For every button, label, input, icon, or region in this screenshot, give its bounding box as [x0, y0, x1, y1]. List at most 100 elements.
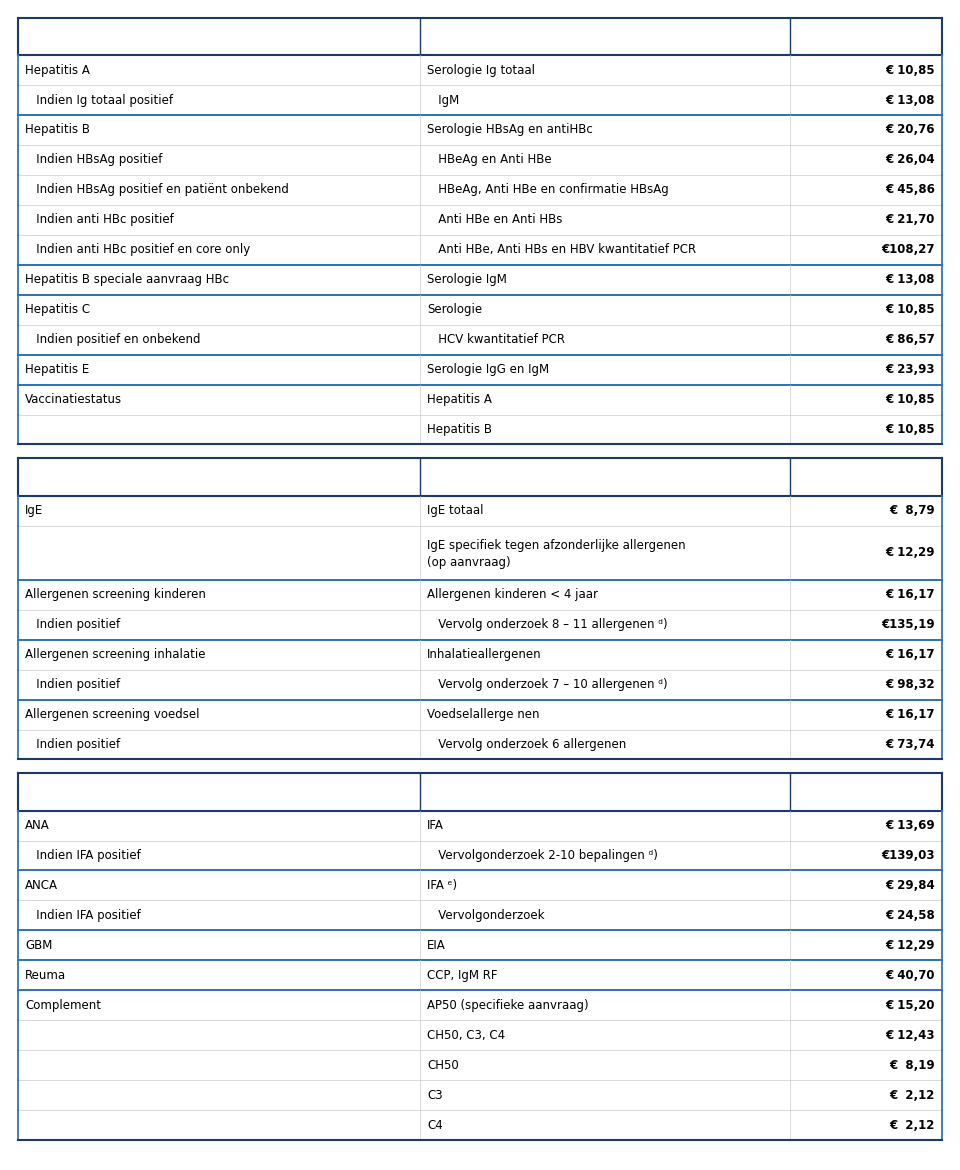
Text: IgE totaal: IgE totaal: [427, 504, 484, 517]
Text: Serologie: Serologie: [427, 303, 482, 316]
Text: €135,19: €135,19: [881, 618, 935, 631]
Text: IgM: IgM: [427, 94, 459, 106]
Text: Hepatitis C: Hepatitis C: [25, 303, 90, 316]
Text: € 98,32: € 98,32: [885, 679, 935, 691]
Text: Serologie IgG en IgM: Serologie IgG en IgM: [427, 363, 549, 376]
Text: Tarief: Tarief: [797, 470, 839, 483]
Text: Indien Ig totaal positief: Indien Ig totaal positief: [25, 94, 173, 106]
Text: Indien HBsAg positief en patiënt onbekend: Indien HBsAg positief en patiënt onbeken…: [25, 184, 289, 197]
Text: Indien anti HBc positief en core only: Indien anti HBc positief en core only: [25, 243, 251, 256]
Text: IFA: IFA: [427, 819, 444, 832]
Text: Tarief: Tarief: [797, 785, 839, 798]
Text: CH50, C3, C4: CH50, C3, C4: [427, 1028, 505, 1041]
Text: €  8,19: € 8,19: [889, 1059, 935, 1072]
Text: € 10,85: € 10,85: [885, 63, 935, 76]
Text: Vervolgonderzoek: Vervolgonderzoek: [427, 909, 544, 922]
Text: Indien HBsAg positief: Indien HBsAg positief: [25, 153, 162, 166]
Text: € 12,29: € 12,29: [885, 938, 935, 952]
Text: (op aanvraag): (op aanvraag): [427, 556, 511, 569]
Text: Anti HBe, Anti HBs en HBV kwantitatief PCR: Anti HBe, Anti HBs en HBV kwantitatief P…: [427, 243, 696, 256]
Text: Allergenen screening voedsel: Allergenen screening voedsel: [25, 708, 200, 721]
Text: Hepatitis A: Hepatitis A: [427, 393, 492, 406]
Text: Hepatitis A: Hepatitis A: [25, 63, 90, 76]
Text: CH50: CH50: [427, 1059, 459, 1072]
Text: Immunologie: Immunologie: [25, 785, 123, 798]
Text: ANCA: ANCA: [25, 879, 58, 892]
Text: C3: C3: [427, 1088, 443, 1102]
Text: € 21,70: € 21,70: [886, 213, 935, 226]
Text: Complement: Complement: [25, 999, 101, 1012]
Text: GBM: GBM: [25, 938, 53, 952]
Text: Inhalatieallergenen: Inhalatieallergenen: [427, 648, 541, 661]
Text: HBeAg, Anti HBe en confirmatie HBsAg: HBeAg, Anti HBe en confirmatie HBsAg: [427, 184, 669, 197]
Text: Vervolg onderzoek 8 – 11 allergenen ᵈ): Vervolg onderzoek 8 – 11 allergenen ᵈ): [427, 618, 667, 631]
Text: € 23,93: € 23,93: [885, 363, 935, 376]
Text: € 16,17: € 16,17: [885, 648, 935, 661]
Text: Onderzoek per onderdeel: Onderzoek per onderdeel: [427, 470, 618, 483]
Text: Serologie HBsAg en antiHBc: Serologie HBsAg en antiHBc: [427, 124, 592, 137]
Text: EIA: EIA: [427, 938, 445, 952]
Text: Voedselallerge nen: Voedselallerge nen: [427, 708, 540, 721]
Text: HCV kwantitatief PCR: HCV kwantitatief PCR: [427, 333, 564, 346]
Text: € 26,04: € 26,04: [885, 153, 935, 166]
Text: IFA ᵉ): IFA ᵉ): [427, 879, 457, 892]
Text: €  8,79: € 8,79: [889, 504, 935, 517]
Text: €108,27: €108,27: [881, 243, 935, 256]
Text: Indien positief: Indien positief: [25, 679, 120, 691]
Text: Vervolgonderzoek 2-10 bepalingen ᵈ): Vervolgonderzoek 2-10 bepalingen ᵈ): [427, 849, 658, 862]
Text: Indien IFA positief: Indien IFA positief: [25, 909, 141, 922]
Text: €139,03: €139,03: [881, 849, 935, 862]
Text: € 10,85: € 10,85: [885, 303, 935, 316]
Text: IgE: IgE: [25, 504, 43, 517]
Text: C4: C4: [427, 1119, 443, 1131]
Text: Indien positief: Indien positief: [25, 618, 120, 631]
Text: Serologie IgM: Serologie IgM: [427, 274, 507, 287]
Text: Indien positief en onbekend: Indien positief en onbekend: [25, 333, 201, 346]
Text: IgE specifiek tegen afzonderlijke allergenen: IgE specifiek tegen afzonderlijke allerg…: [427, 538, 685, 551]
Text: Reuma: Reuma: [25, 969, 66, 982]
Text: € 16,17: € 16,17: [885, 708, 935, 721]
Text: Indien IFA positief: Indien IFA positief: [25, 849, 141, 862]
Text: AP50 (specifieke aanvraag): AP50 (specifieke aanvraag): [427, 999, 588, 1012]
Text: €  2,12: € 2,12: [890, 1088, 935, 1102]
Text: Vaccinatiestatus: Vaccinatiestatus: [25, 393, 122, 406]
Text: Allergenen screening inhalatie: Allergenen screening inhalatie: [25, 648, 205, 661]
Text: € 20,76: € 20,76: [885, 124, 935, 137]
Text: Onderzoek per onderdeel: Onderzoek per onderdeel: [427, 30, 618, 43]
Text: € 73,74: € 73,74: [885, 738, 935, 751]
Text: Vervolg onderzoek 7 – 10 allergenen ᵈ): Vervolg onderzoek 7 – 10 allergenen ᵈ): [427, 679, 667, 691]
Text: Serologie Ig totaal: Serologie Ig totaal: [427, 63, 535, 76]
Text: € 10,85: € 10,85: [885, 424, 935, 436]
Text: HBeAg en Anti HBe: HBeAg en Anti HBe: [427, 153, 552, 166]
Text: Indien positief: Indien positief: [25, 738, 120, 751]
Text: € 13,08: € 13,08: [885, 94, 935, 106]
Text: € 24,58: € 24,58: [885, 909, 935, 922]
Text: Hepatitis virussen: Hepatitis virussen: [25, 30, 161, 43]
Text: Hepatitis E: Hepatitis E: [25, 363, 89, 376]
Text: € 13,08: € 13,08: [885, 274, 935, 287]
Text: Tarief: Tarief: [797, 30, 839, 43]
Text: € 40,70: € 40,70: [885, 969, 935, 982]
Text: Vervolg onderzoek 6 allergenen: Vervolg onderzoek 6 allergenen: [427, 738, 626, 751]
Text: ANA: ANA: [25, 819, 50, 832]
Text: Hepatitis B: Hepatitis B: [427, 424, 492, 436]
Text: Indien anti HBc positief: Indien anti HBc positief: [25, 213, 174, 226]
Text: Allergenen screening kinderen: Allergenen screening kinderen: [25, 589, 205, 601]
Text: CCP, IgM RF: CCP, IgM RF: [427, 969, 497, 982]
Text: Hepatitis B: Hepatitis B: [25, 124, 90, 137]
Text: € 10,85: € 10,85: [885, 393, 935, 406]
Text: € 12,29: € 12,29: [885, 546, 935, 559]
Text: Allergenen kinderen < 4 jaar: Allergenen kinderen < 4 jaar: [427, 589, 598, 601]
Text: € 29,84: € 29,84: [885, 879, 935, 892]
Text: € 12,43: € 12,43: [885, 1028, 935, 1041]
Text: Allergologie: Allergologie: [25, 470, 116, 483]
Text: € 45,86: € 45,86: [885, 184, 935, 197]
Text: € 86,57: € 86,57: [885, 333, 935, 346]
Text: € 13,69: € 13,69: [885, 819, 935, 832]
Text: € 15,20: € 15,20: [885, 999, 935, 1012]
Text: Hepatitis B speciale aanvraag HBc: Hepatitis B speciale aanvraag HBc: [25, 274, 229, 287]
Text: €  2,12: € 2,12: [890, 1119, 935, 1131]
Text: Anti HBe en Anti HBs: Anti HBe en Anti HBs: [427, 213, 563, 226]
Text: € 16,17: € 16,17: [885, 589, 935, 601]
Text: Onderzoek per onderdeel: Onderzoek per onderdeel: [427, 785, 618, 798]
